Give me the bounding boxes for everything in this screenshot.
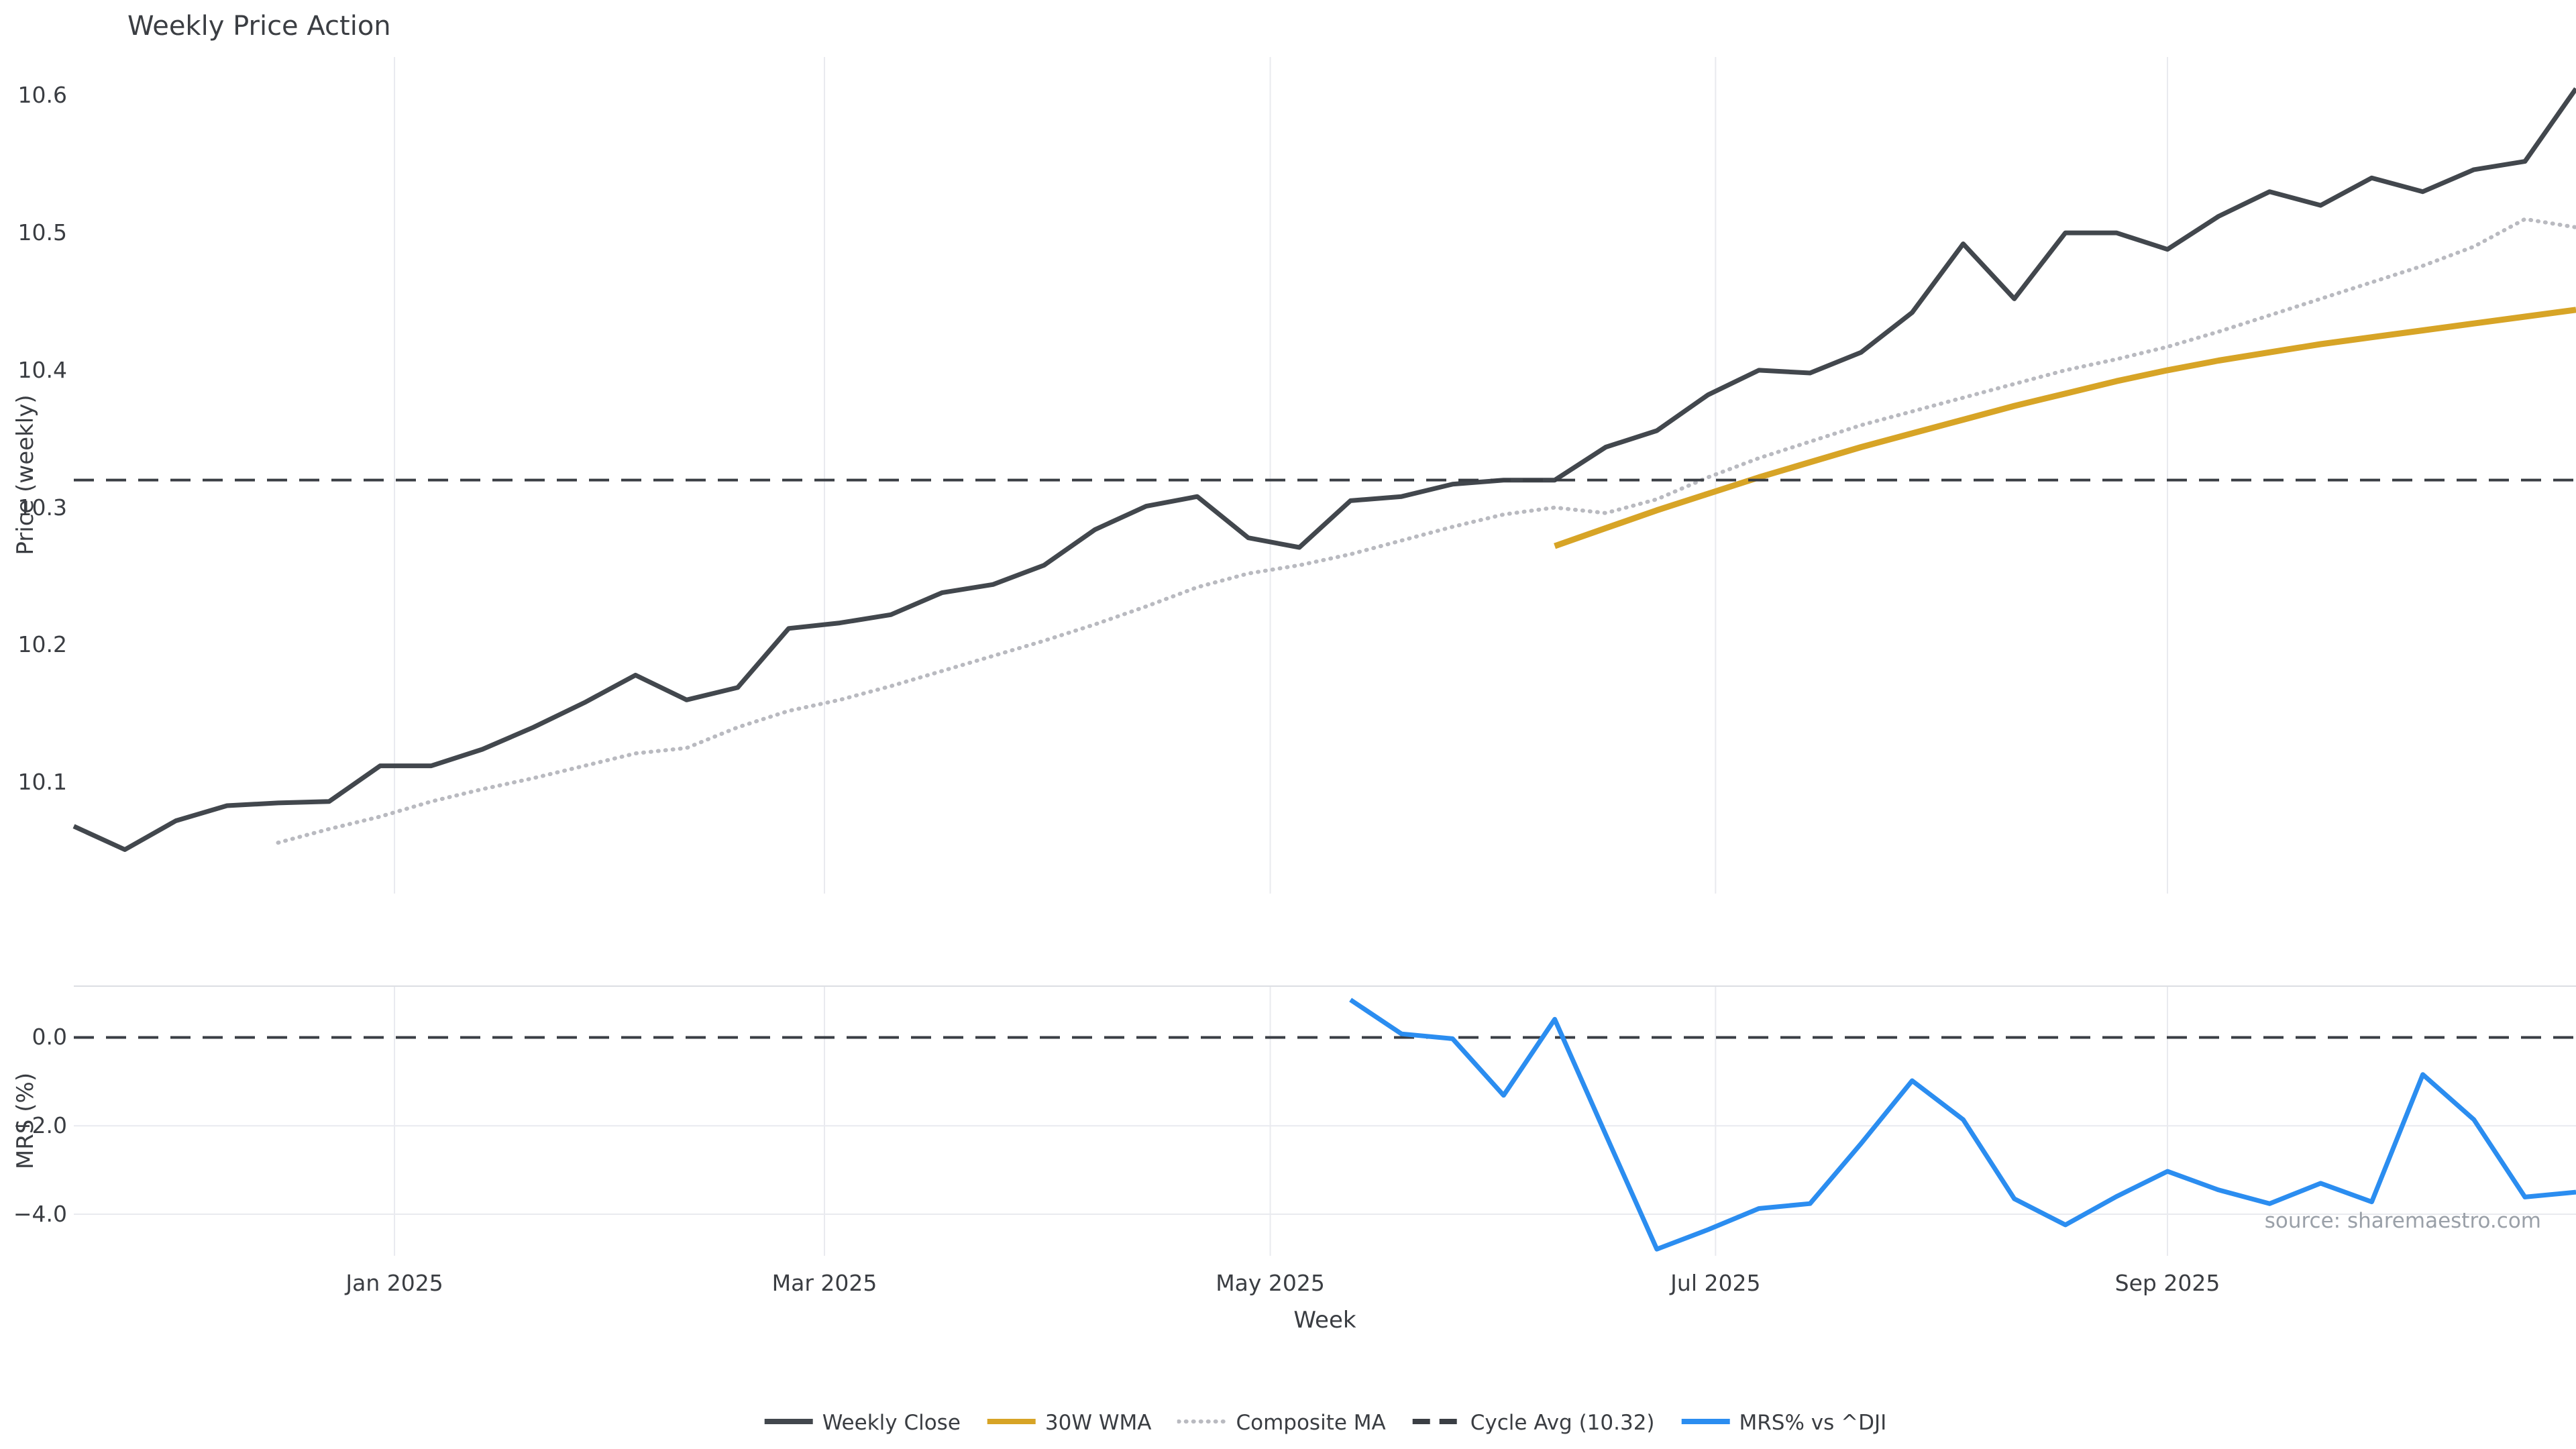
legend-item: MRS% vs ^DJI — [1680, 1411, 1887, 1435]
legend-item: Weekly Close — [763, 1411, 961, 1435]
x-tick-label: Mar 2025 — [771, 1270, 877, 1296]
x-tick-label: Sep 2025 — [2114, 1270, 2220, 1296]
legend-label: Composite MA — [1236, 1411, 1386, 1435]
legend-item: Composite MA — [1176, 1411, 1386, 1435]
legend-swatch — [1680, 1416, 1731, 1430]
price-ytick-labels: 10.6 10.5 10.4 10.3 10.2 10.1 — [0, 0, 67, 1449]
legend-item: 30W WMA — [986, 1411, 1152, 1435]
mrs-ytick-labels: 0.0 −2.0 −4.0 — [0, 0, 67, 1449]
x-tick-label: Jul 2025 — [1670, 1270, 1761, 1296]
y-tick-label: −2.0 — [13, 1112, 67, 1139]
y-tick-label: 0.0 — [32, 1024, 67, 1051]
chart-legend: Weekly Close 30W WMA Composite MA Cycle … — [763, 1411, 1887, 1435]
x-tick-label: Jan 2025 — [345, 1270, 443, 1296]
x-axis-title: Week — [1293, 1307, 1356, 1334]
legend-item: Cycle Avg (10.32) — [1411, 1411, 1655, 1435]
legend-label: 30W WMA — [1044, 1411, 1152, 1435]
legend-swatch — [1176, 1416, 1229, 1430]
legend-label: Cycle Avg (10.32) — [1470, 1411, 1655, 1435]
source-note: source: sharemaestro.com — [2264, 1209, 2541, 1233]
price-axis-title: Price (weekly) — [12, 394, 39, 555]
x-tick-label: May 2025 — [1216, 1270, 1325, 1296]
mrs-axis-title: MRS (%) — [12, 1072, 39, 1170]
legend-label: Weekly Close — [822, 1411, 961, 1435]
legend-swatch — [986, 1416, 1037, 1430]
y-tick-label: 10.6 — [17, 82, 67, 109]
y-tick-label: 10.3 — [17, 494, 67, 521]
legend-swatch — [763, 1416, 814, 1430]
chart-title: Weekly Price Action — [127, 11, 391, 42]
y-tick-label: 10.2 — [17, 631, 67, 658]
legend-label: MRS% vs ^DJI — [1739, 1411, 1887, 1435]
y-tick-label: 10.1 — [17, 769, 67, 796]
y-tick-label: −4.0 — [13, 1201, 67, 1228]
y-tick-label: 10.4 — [17, 356, 67, 383]
legend-swatch — [1411, 1416, 1462, 1430]
y-tick-label: 10.5 — [17, 219, 67, 246]
